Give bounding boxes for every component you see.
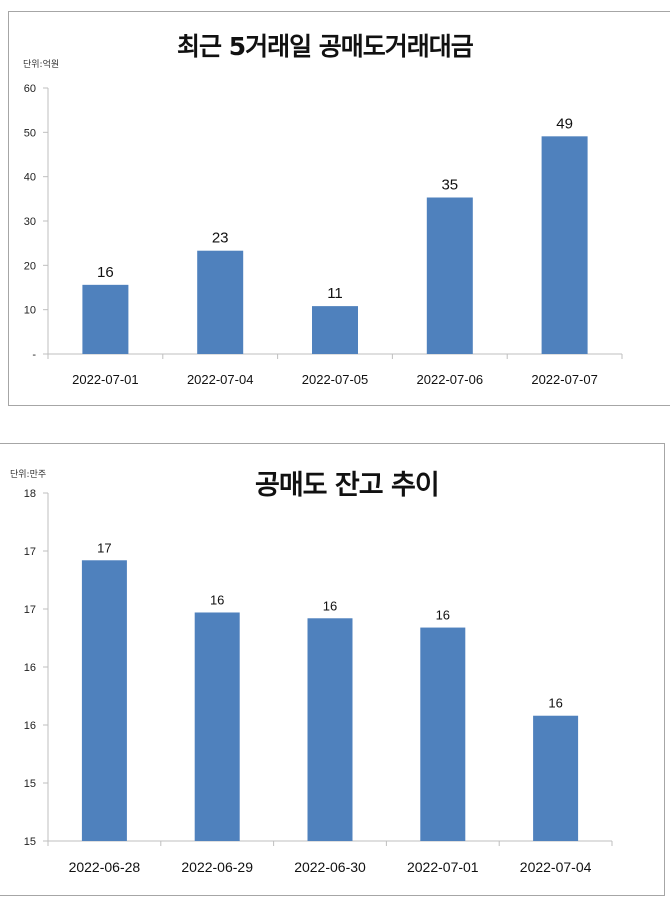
bar [426,197,473,354]
y-tick-label: 17 [24,546,36,558]
y-tick-label: 15 [24,836,36,848]
data-label: 16 [548,696,562,711]
data-label: 49 [556,115,573,132]
bar [82,284,129,354]
x-category-label: 2022-06-30 [294,859,366,875]
chart-title: 최근 5거래일 공매도거래대금 [177,32,474,61]
data-label: 16 [210,592,224,607]
x-category-label: 2022-07-01 [407,859,479,875]
y-tick-label: 20 [24,260,36,272]
y-tick-label: - [32,349,36,361]
data-label: 16 [436,608,450,623]
x-category-label: 2022-07-04 [187,372,254,387]
unit-label: 단위:만주 [10,470,47,480]
bar [307,618,353,841]
y-tick-label: 16 [24,662,36,674]
bar [312,306,358,354]
data-label: 11 [327,285,343,302]
x-category-label: 2022-07-06 [417,372,484,387]
bar [420,627,466,841]
data-label: 35 [441,177,458,194]
x-category-label: 2022-06-29 [181,859,253,875]
bar [533,715,579,841]
y-tick-label: 15 [24,778,36,790]
y-tick-label: 40 [24,172,36,184]
y-tick-label: 18 [24,488,36,500]
x-category-label: 2022-06-28 [69,859,141,875]
chart-title: 공매도 잔고 추이 [255,470,440,501]
bar [81,560,127,841]
bar [541,136,588,354]
bar [197,250,244,354]
x-category-label: 2022-07-04 [520,859,592,875]
y-tick-label: 17 [24,604,36,616]
bar [194,612,240,841]
x-category-label: 2022-07-01 [72,372,139,387]
data-label: 23 [212,230,229,247]
x-category-label: 2022-07-05 [302,372,369,387]
data-label: 16 [323,598,337,613]
y-tick-label: 16 [24,720,36,732]
data-label: 17 [97,540,111,555]
y-tick-label: 60 [24,83,36,95]
data-label: 16 [97,264,114,281]
y-tick-label: 50 [24,127,36,139]
x-category-label: 2022-07-07 [531,372,598,387]
y-tick-label: 30 [24,216,36,228]
unit-label: 단위:억원 [23,60,60,70]
y-tick-label: 10 [24,305,36,317]
